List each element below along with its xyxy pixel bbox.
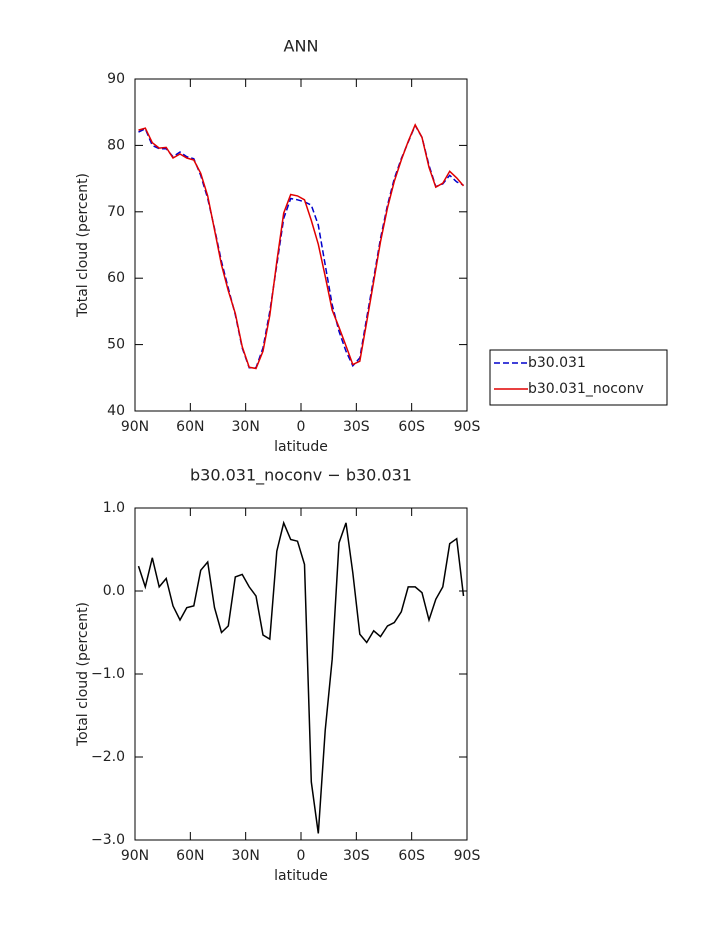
x-tick-label: 30S [343, 419, 370, 435]
x-tick-label: 90S [454, 848, 481, 864]
x-tick-label: 90N [121, 848, 149, 864]
x-tick-label: 90N [121, 419, 149, 435]
y-tick-label: 0.0 [103, 583, 125, 599]
chart-title: b30.031_noconv − b30.031 [190, 466, 412, 486]
legend-label: b30.031 [528, 355, 586, 371]
x-tick-label: 60N [176, 419, 204, 435]
chart-title: ANN [284, 37, 319, 56]
plot-frame [134, 507, 468, 841]
y-tick-label: −2.0 [91, 749, 125, 765]
y-tick-label: 1.0 [103, 500, 125, 516]
x-tick-label: 60N [176, 848, 204, 864]
legend-label: b30.031_noconv [528, 381, 644, 397]
y-axis-label: Total cloud (percent) [75, 602, 91, 747]
x-tick-label: 60S [398, 419, 425, 435]
y-tick-label: 50 [107, 337, 125, 353]
y-tick-label: −1.0 [91, 666, 125, 682]
y-tick-label: 70 [107, 204, 125, 220]
y-tick-label: 40 [107, 403, 125, 419]
x-tick-label: 60S [398, 848, 425, 864]
y-tick-label: 60 [107, 270, 125, 286]
x-tick-label: 0 [297, 848, 306, 864]
y-tick-label: 90 [107, 71, 125, 87]
x-axis-label: latitude [274, 868, 328, 884]
y-tick-label: 80 [107, 137, 125, 153]
series-line [137, 520, 465, 834]
x-tick-label: 90S [454, 419, 481, 435]
x-axis-label: latitude [274, 439, 328, 455]
y-tick-label: −3.0 [91, 832, 125, 848]
x-tick-label: 30S [343, 848, 370, 864]
x-tick-label: 30N [232, 848, 260, 864]
y-axis-label: Total cloud (percent) [75, 173, 91, 318]
x-tick-label: 30N [232, 419, 260, 435]
legend-box [489, 349, 668, 406]
x-tick-label: 0 [297, 419, 306, 435]
series-line [138, 123, 464, 369]
series-line [138, 123, 465, 370]
